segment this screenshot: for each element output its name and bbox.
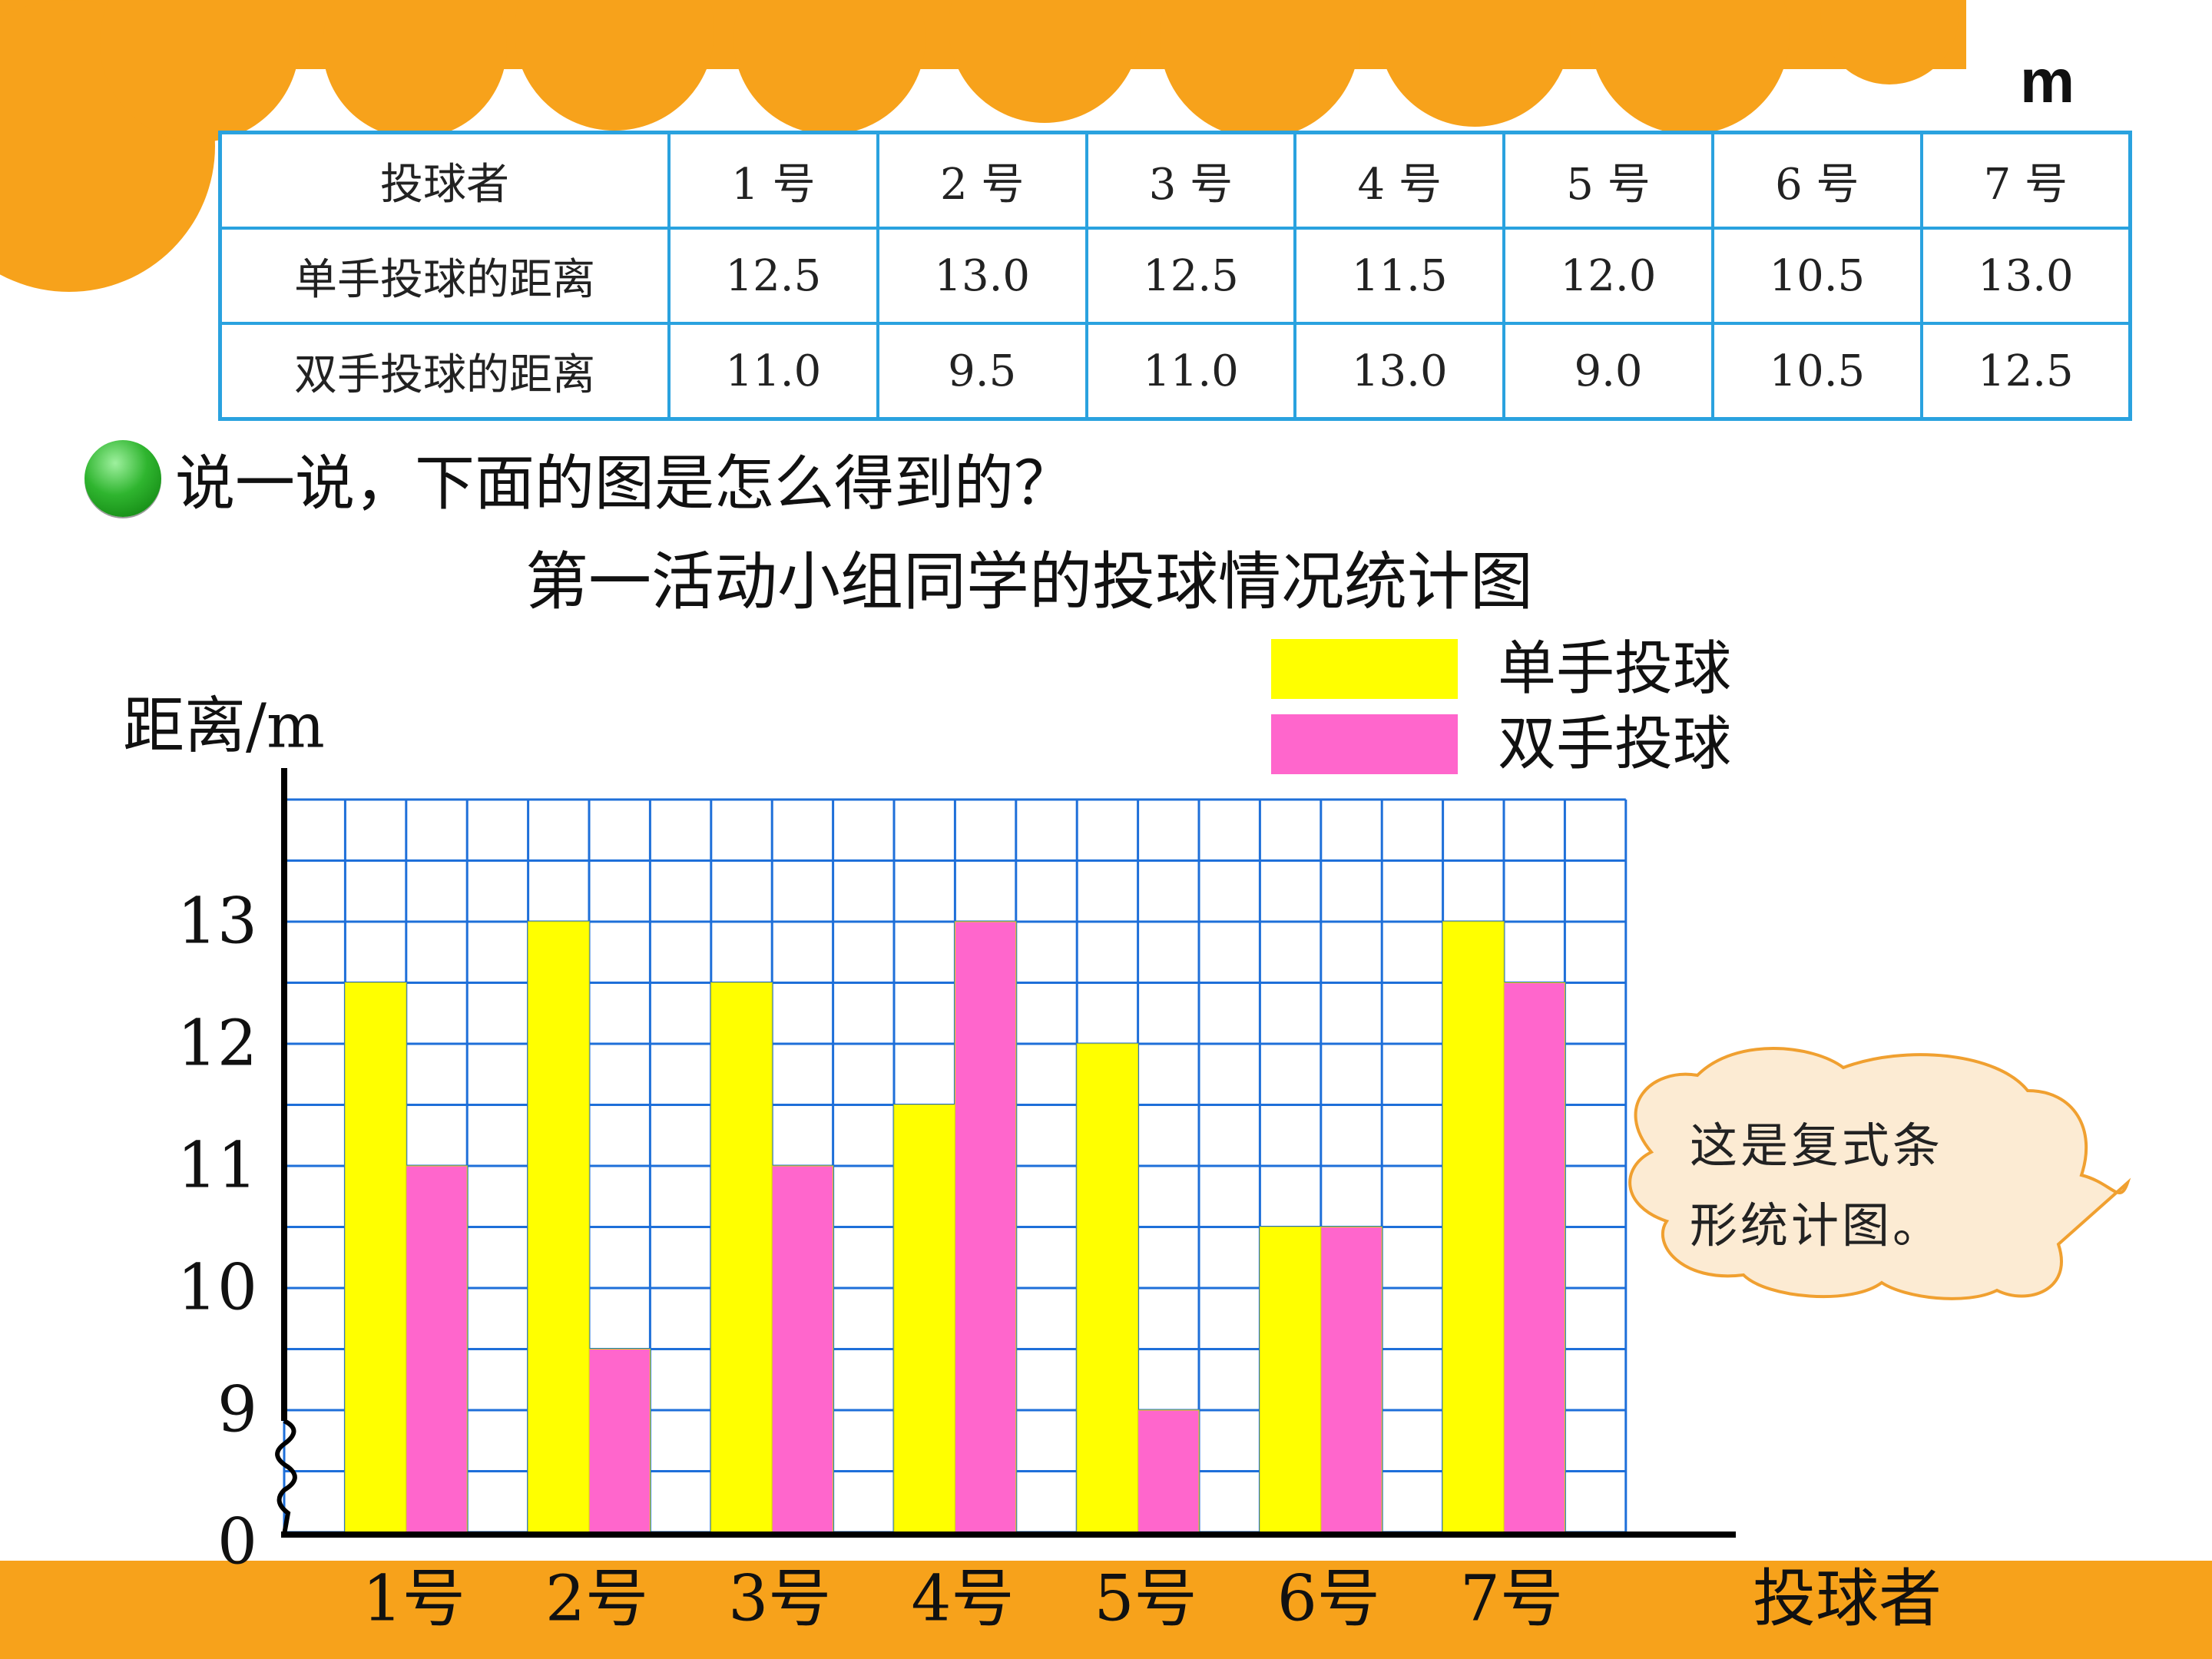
bar-single-4 [893,1104,955,1533]
speech-bubble-text: 这是复式条 形统计图。 [1690,1106,2012,1266]
legend-swatch-single [1271,639,1458,699]
bottom-bar [0,1561,2212,1659]
table-header-cell: 1 号 [667,131,879,230]
bar-single-5 [1076,1043,1139,1533]
table-cell: 13.0 [1293,322,1506,421]
speech-bubble [1628,1047,2131,1300]
y-tick-label: 0 [217,1506,257,1579]
table-cell: 9.5 [876,322,1088,421]
bar-double-1 [406,1165,468,1533]
x-tick-label: 1号 [363,1563,465,1636]
speech-bubble-line: 这是复式条 [1690,1118,1944,1174]
table-header-cell: 7 号 [1919,131,2132,230]
bar-double-2 [588,1349,651,1533]
table-row: 双手投球的距离 11.0 9.5 11.0 13.0 9.0 10.5 12.5 [218,322,2132,421]
chart-labels: 0 9 10 11 12 13 1号 2号 3号 4号 5号 6号 7号 投球者 距离/m 第一活动小组同学的… [123,546,1942,1636]
table-header-cell: 投球者 [218,131,671,230]
table-cell: 12.5 [667,227,879,325]
speech-bubble-line: 形统计图。 [1690,1197,1944,1253]
table-row-label: 单手投球的距离 [218,227,671,325]
chart-axes [275,768,1736,1538]
bar-single-6 [1259,1227,1322,1533]
bar-single-2 [528,921,590,1533]
x-tick-label: 6号 [1277,1563,1380,1636]
table-cell: 11.0 [667,322,879,421]
table-cell: 12.0 [1502,227,1714,325]
table-header-cell: 5 号 [1502,131,1714,230]
x-tick-label: 4号 [911,1563,1014,1636]
bar-double-4 [954,921,1017,1533]
legend-label: 单手投球 [1498,634,1731,703]
bar-double-5 [1137,1409,1200,1533]
table-cell: 11.0 [1084,322,1297,421]
bar-single-7 [1442,921,1505,1533]
question-text: 说一说，下面的图是怎么得到的？ [175,449,1075,518]
chart-title: 第一活动小组同学的投球情况统计图 [525,546,1533,619]
green-bullet-icon [84,440,161,517]
y-axis-label: 距离/m [123,690,325,762]
legend-swatch-double [1271,714,1458,774]
table-header-row: 投球者 1 号 2 号 3 号 4 号 5 号 6 号 7 号 [218,131,2132,230]
bar-single-3 [710,982,773,1533]
table-cell: 12.5 [1084,227,1297,325]
y-tick-label: 13 [177,886,257,959]
bar-double-6 [1320,1227,1382,1533]
table-cell: 13.0 [1919,227,2132,325]
table-row: 单手投球的距离 12.5 13.0 12.5 11.5 12.0 10.5 13… [218,227,2132,325]
x-tick-label: 2号 [545,1563,648,1636]
bar-single-1 [344,982,407,1533]
bar-double-3 [771,1165,834,1533]
table-header-cell: 3 号 [1084,131,1297,230]
y-tick-label: 10 [177,1252,257,1325]
table-cell: 10.5 [1710,322,1923,421]
table-cell: 13.0 [876,227,1088,325]
x-tick-label: 3号 [728,1563,831,1636]
unit-label: m [2020,47,2075,115]
table-cell: 10.5 [1710,227,1923,325]
y-tick-label: 12 [177,1008,257,1081]
table-cell: 9.0 [1502,322,1714,421]
table-cell: 11.5 [1293,227,1506,325]
x-tick-label: 5号 [1094,1563,1197,1636]
table-row-label: 双手投球的距离 [218,322,671,421]
x-axis-label: 投球者 [1753,1563,1942,1636]
chart-bars [344,921,1565,1533]
y-tick-label: 11 [177,1130,257,1203]
legend-label: 双手投球 [1498,710,1731,778]
cloud-banner [0,0,1966,292]
axis-break [275,1419,297,1535]
table-cell: 12.5 [1919,322,2132,421]
table-header-cell: 4 号 [1293,131,1506,230]
table-header-cell: 2 号 [876,131,1088,230]
data-table: 投球者 1 号 2 号 3 号 4 号 5 号 6 号 7 号 单手投球的距离 … [218,131,2132,421]
table-header-cell: 6 号 [1710,131,1923,230]
question: 说一说，下面的图是怎么得到的？ [84,436,1074,521]
bar-double-7 [1503,982,1565,1533]
y-tick-label: 9 [217,1374,257,1447]
x-tick-label: 7号 [1460,1563,1563,1636]
